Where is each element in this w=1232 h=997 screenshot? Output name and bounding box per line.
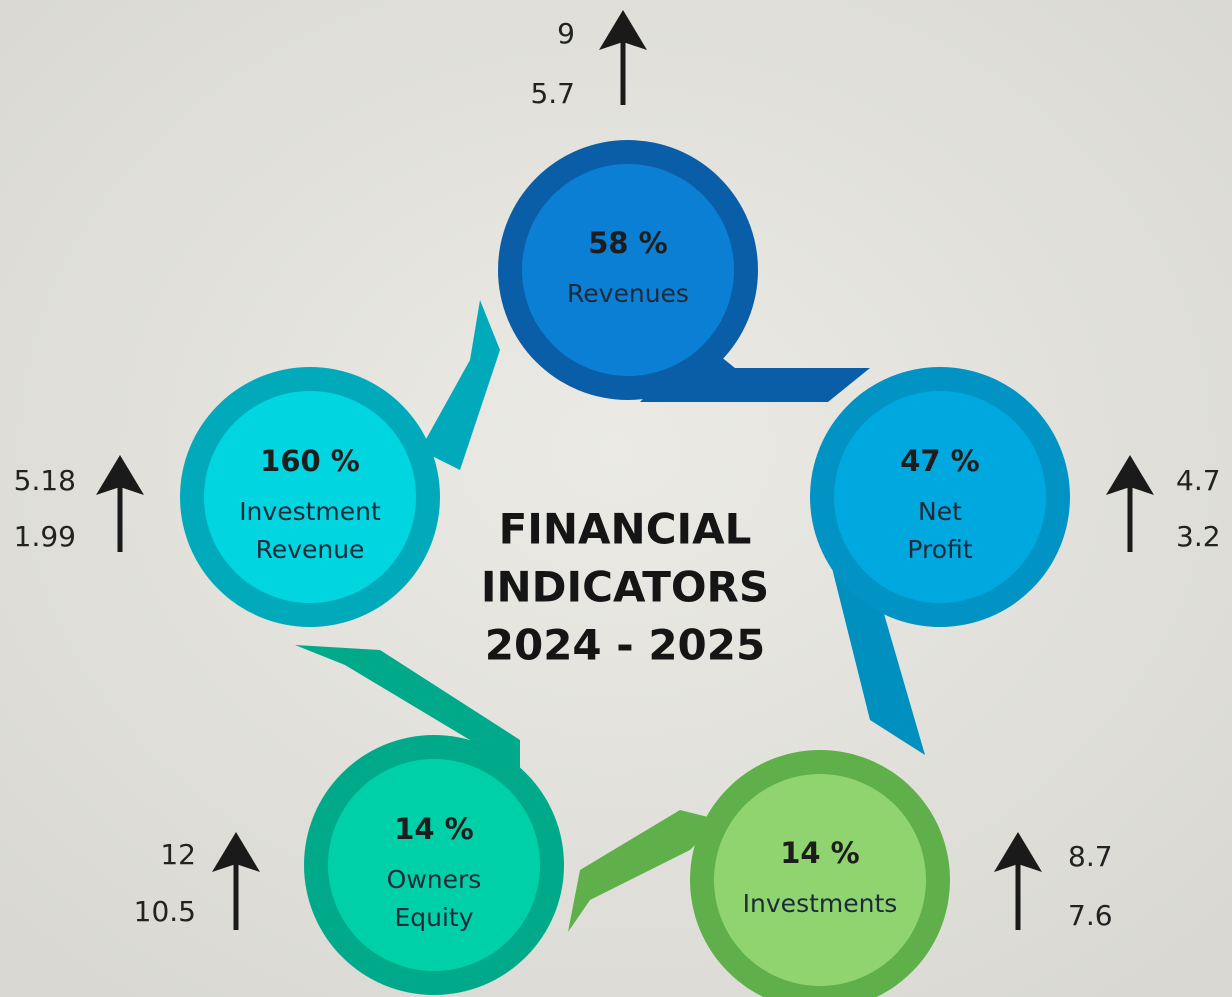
name: Profit bbox=[907, 535, 972, 564]
name: Revenues bbox=[567, 279, 689, 308]
tails bbox=[295, 300, 925, 932]
value-top: 12 bbox=[160, 838, 196, 871]
indicators: 58 % Revenues 9 5.7 47 % Net Profit 4.7 3.2 14 % I… bbox=[14, 10, 1221, 997]
value-bottom: 5.7 bbox=[530, 77, 575, 110]
arrow-head bbox=[96, 455, 144, 495]
value-bottom: 10.5 bbox=[134, 895, 196, 928]
tail bbox=[830, 560, 925, 755]
value-top: 9 bbox=[557, 17, 575, 50]
title: FINANCIAL INDICATORS 2024 - 2025 bbox=[481, 505, 769, 670]
arrow-head bbox=[1106, 455, 1154, 495]
tail bbox=[295, 645, 520, 770]
name: Owners bbox=[387, 865, 482, 894]
disc bbox=[328, 759, 540, 971]
value-top: 5.18 bbox=[14, 464, 76, 497]
value-bottom: 3.2 bbox=[1176, 520, 1221, 553]
arrow-head bbox=[599, 10, 647, 50]
value-bottom: 1.99 bbox=[14, 520, 76, 553]
name: Investments bbox=[743, 889, 898, 918]
title-line: FINANCIAL bbox=[499, 505, 752, 554]
tail bbox=[568, 810, 720, 932]
percent: 47 % bbox=[900, 444, 980, 478]
disc bbox=[714, 774, 926, 986]
value-bottom: 7.6 bbox=[1068, 899, 1113, 932]
disc bbox=[204, 391, 416, 603]
title-line: 2024 - 2025 bbox=[485, 621, 765, 670]
percent: 160 % bbox=[260, 444, 360, 478]
disc bbox=[522, 164, 734, 376]
name: Net bbox=[918, 497, 962, 526]
name: Revenue bbox=[256, 535, 365, 564]
name: Equity bbox=[394, 903, 473, 932]
percent: 58 % bbox=[588, 226, 668, 260]
title-line: INDICATORS bbox=[481, 563, 769, 612]
percent: 14 % bbox=[780, 836, 860, 870]
arrow-head bbox=[994, 832, 1042, 872]
arrow-head bbox=[212, 832, 260, 872]
value-top: 4.7 bbox=[1176, 464, 1221, 497]
disc bbox=[834, 391, 1046, 603]
name: Investment bbox=[239, 497, 381, 526]
value-top: 8.7 bbox=[1068, 840, 1113, 873]
percent: 14 % bbox=[394, 812, 474, 846]
tail bbox=[420, 300, 500, 470]
